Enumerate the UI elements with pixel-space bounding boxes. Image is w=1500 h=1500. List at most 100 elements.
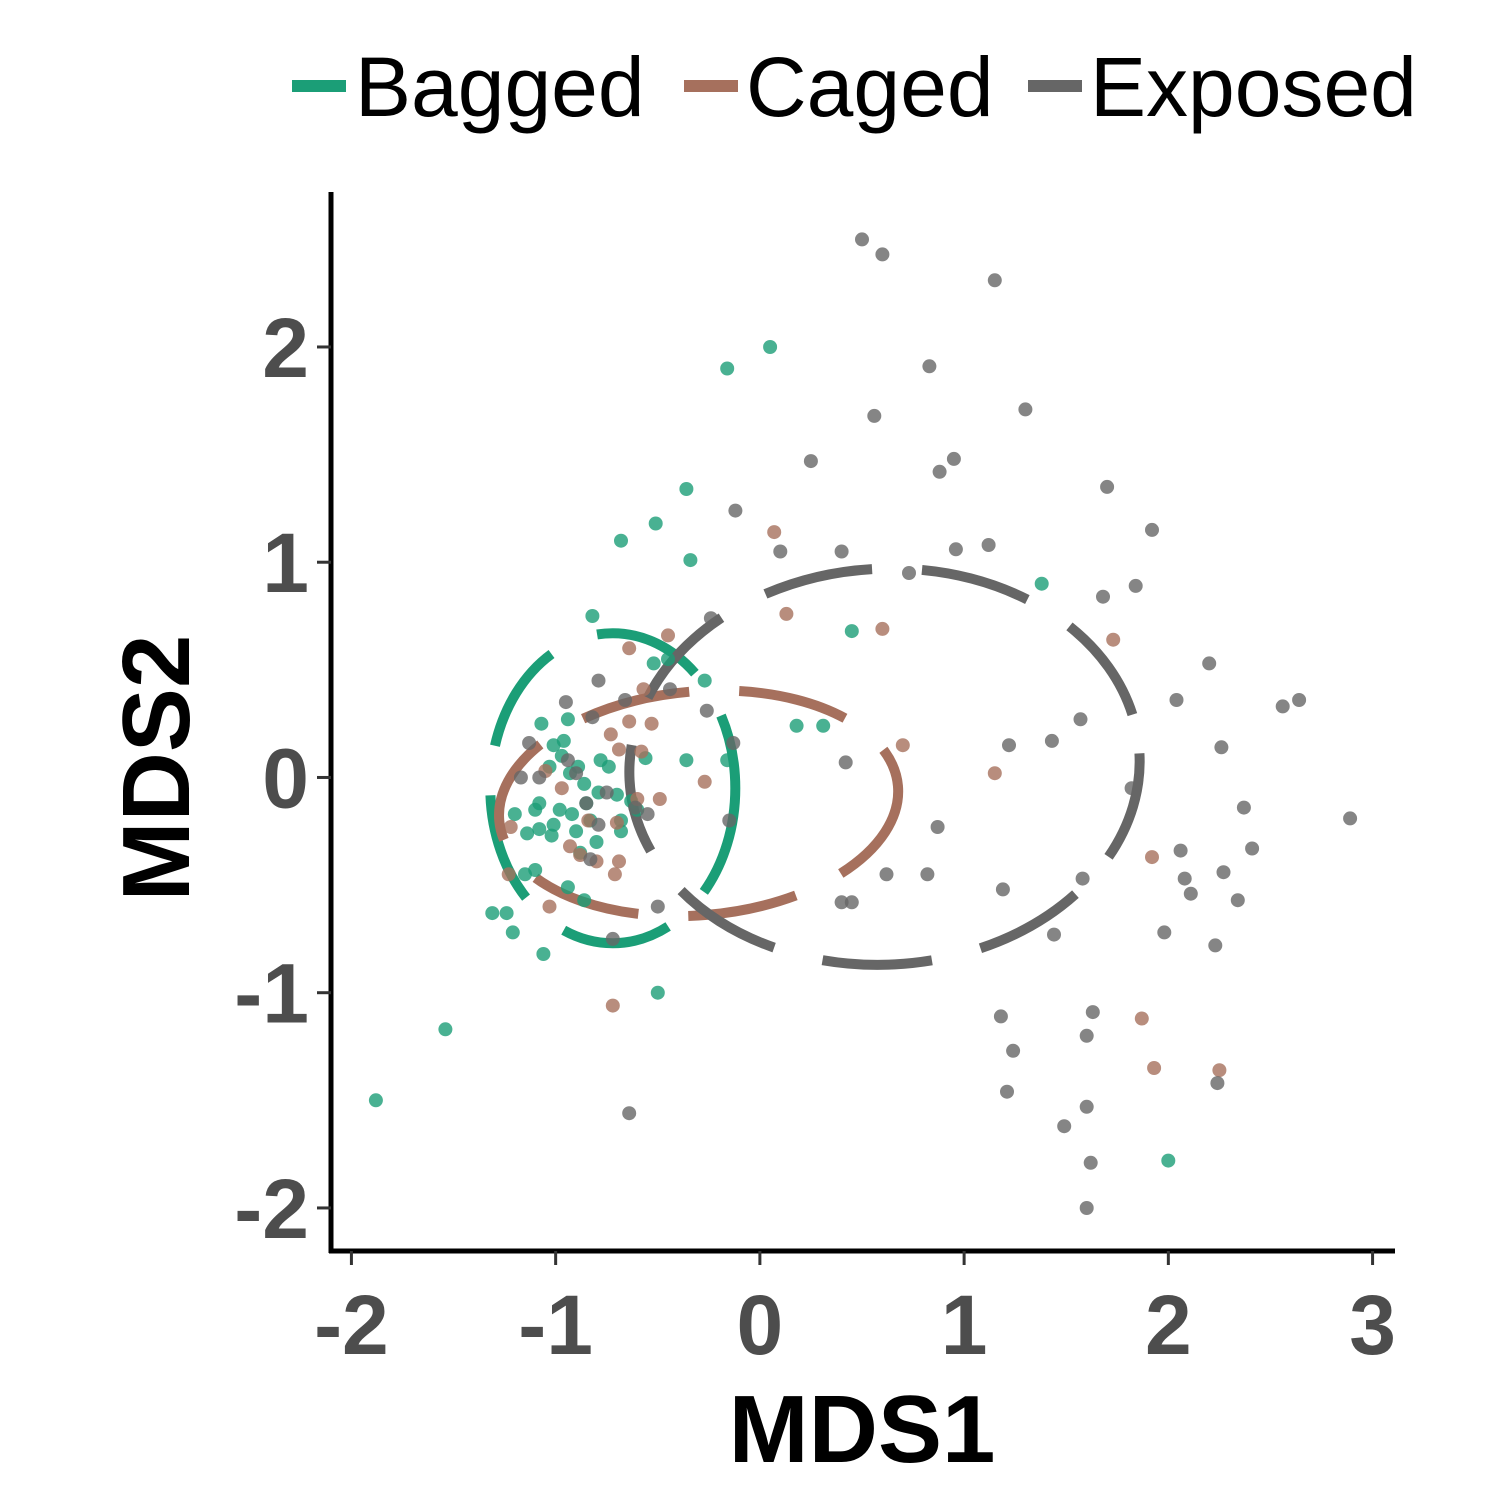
point-exposed [1079,1099,1094,1114]
point-caged [697,774,712,789]
point-bagged [720,361,735,376]
x-tick-label: -1 [518,1278,593,1372]
legend-label-caged: Caged [746,40,994,134]
x-tick-label: 0 [737,1278,784,1372]
point-caged [875,621,890,636]
data-points [368,232,1358,1215]
point-caged [503,820,518,834]
point-bagged [789,718,804,733]
x-axis-title: MDS1 [729,1376,996,1483]
point-bagged [565,807,579,822]
point-bagged [577,893,592,908]
point-caged [1145,850,1159,865]
point-exposed [1075,871,1090,886]
point-bagged [544,828,559,843]
point-exposed [875,247,890,262]
point-exposed [1208,938,1223,953]
y-tick-label: 2 [262,301,309,395]
point-exposed [773,544,788,559]
y-tick-label: -1 [234,947,309,1041]
point-exposed [1128,578,1143,593]
point-caged [607,867,622,882]
point-exposed [838,755,853,770]
point-bagged [556,733,571,748]
point-caged [895,738,910,753]
point-exposed [650,899,665,914]
point-exposed [522,736,537,750]
point-caged [661,628,675,643]
point-caged [1134,1011,1149,1026]
point-exposed [1210,1076,1225,1091]
point-caged [554,781,569,796]
point-caged [612,742,626,757]
point-bagged [499,906,514,921]
ellipse-caged [494,685,904,922]
point-exposed [1057,1119,1072,1134]
point-bagged [532,822,547,837]
point-exposed [1202,656,1217,671]
point-exposed [879,867,894,882]
point-caged [603,727,618,742]
point-exposed [803,454,818,469]
point-caged [767,525,782,540]
point-caged [501,867,516,882]
point-exposed [1079,1201,1094,1215]
point-exposed [1183,886,1198,901]
point-exposed [560,753,575,768]
ellipse-exposed [624,563,1145,970]
point-bagged [650,985,665,1000]
point-exposed [1002,738,1016,753]
point-exposed [995,882,1010,897]
point-exposed [844,895,859,910]
x-axis-ticks: -2 -1 0 1 2 3 [314,1251,1396,1372]
point-exposed [1018,402,1033,417]
point-caged [652,792,667,806]
point-exposed [1079,1028,1094,1043]
point-bagged [518,867,532,882]
point-exposed [867,408,882,423]
point-exposed [599,785,614,800]
point-exposed [1145,522,1159,537]
y-tick-label: -2 [234,1162,309,1256]
point-exposed [722,813,737,828]
point-exposed [834,544,849,559]
point-caged [779,606,794,621]
point-bagged [505,925,520,940]
point-exposed [1096,589,1110,604]
point-caged [634,744,649,759]
point-caged [622,641,637,656]
point-exposed [1236,800,1251,815]
point-exposed [946,451,961,466]
point-exposed [930,820,945,834]
point-bagged [1034,576,1049,591]
point-exposed [699,703,714,718]
point-bagged [679,753,694,768]
point-exposed [902,566,916,580]
legend-label-bagged: Bagged [355,40,645,134]
point-bagged [683,553,698,568]
point-caged [987,766,1002,781]
legend-label-exposed: Exposed [1090,40,1417,134]
point-bagged [844,624,859,639]
point-bagged [485,906,500,921]
point-exposed [1245,841,1260,856]
point-bagged [569,824,584,839]
point-exposed [513,770,528,785]
point-bagged [720,753,735,768]
y-tick-label: 1 [262,516,309,610]
point-bagged [552,802,567,817]
axes [328,192,1395,1254]
point-exposed [1085,1005,1100,1020]
point-caged [644,716,659,731]
point-exposed [1169,693,1184,707]
point-exposed [726,736,741,750]
point-bagged [816,718,831,733]
point-exposed [948,542,963,557]
point-exposed [920,867,935,882]
point-exposed [1100,479,1115,494]
point-exposed [1073,712,1088,727]
point-exposed [855,232,869,247]
point-exposed [834,895,849,910]
point-exposed [585,710,600,725]
point-caged [636,682,651,697]
